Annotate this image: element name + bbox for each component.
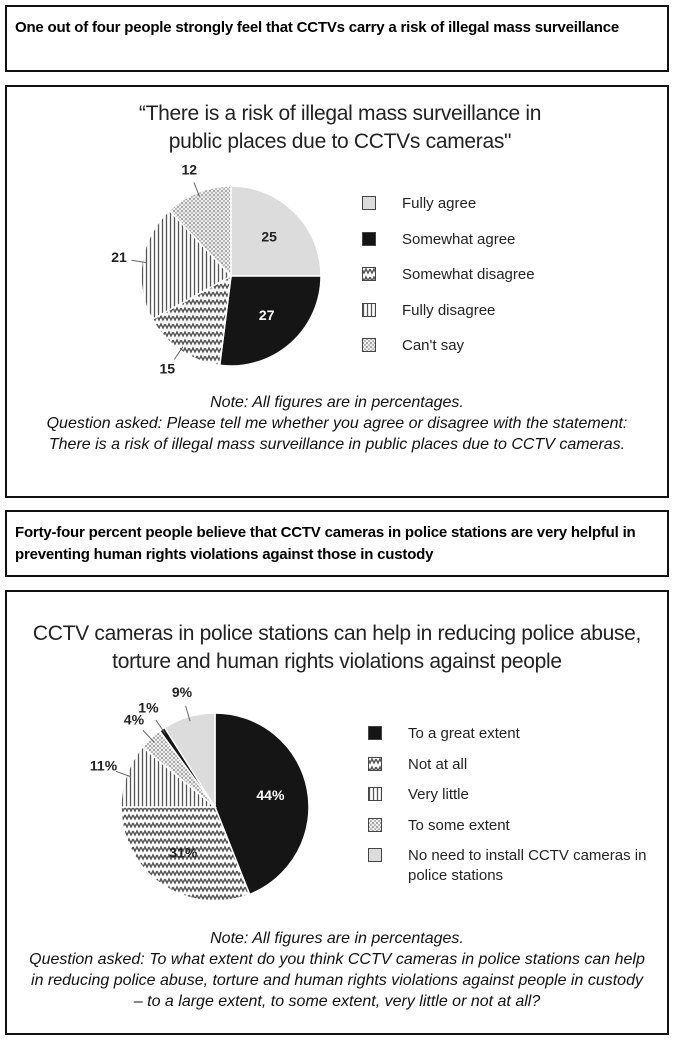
heading-box: One out of four people strongly feel tha… — [5, 5, 669, 72]
swatch — [368, 787, 382, 801]
chart-box — [5, 590, 669, 1035]
legend-label: To some extent — [408, 816, 510, 834]
legend-label: Somewhat agree — [402, 230, 516, 248]
legend-entry: Very little — [368, 785, 658, 805]
question: Question asked: Please tell me whether y… — [46, 415, 628, 453]
pie-chart: 44% 31% 11% 4%1% 9% — [90, 684, 310, 902]
swatch — [368, 756, 382, 771]
legend-swatch — [362, 196, 376, 210]
leader-line — [193, 182, 200, 197]
note: Note: All figures are in percentages. — [210, 930, 464, 947]
legend-swatch — [368, 726, 382, 740]
slice-label: 9% — [172, 684, 193, 700]
legend-swatch — [368, 848, 382, 862]
note-block: Note: All figures are in percentages. Que… — [25, 928, 649, 1012]
leader-line — [131, 259, 147, 264]
leader-line — [142, 729, 155, 743]
legend-label: To a great extent — [408, 725, 520, 742]
legend-swatch — [362, 302, 376, 317]
legend-entry: Fully agree — [362, 194, 652, 214]
legend-entry: Fully disagree — [362, 301, 652, 321]
heading-box: Forty-four percent people believe that C… — [5, 510, 669, 577]
slice-label: 21 — [111, 249, 127, 265]
swatch — [362, 302, 376, 317]
legend-entry: Can't say — [362, 336, 652, 356]
legend-entry: No need to install CCTV cameras in polic… — [368, 846, 658, 886]
swatch — [362, 267, 376, 281]
legend-entry: Somewhat agree — [362, 230, 652, 250]
slice-label: 12 — [181, 161, 197, 177]
slice-label: 15 — [159, 360, 175, 376]
pie-slice — [218, 275, 322, 367]
note: Note: All figures are in percentages. — [210, 394, 464, 411]
pie-chart: 25 27 15 21 12 — [111, 161, 322, 376]
slice-label: 25 — [261, 229, 277, 245]
chart-box — [5, 85, 669, 498]
swatch — [368, 726, 382, 740]
legend-swatch — [368, 817, 382, 832]
slice-label: 27 — [259, 307, 275, 323]
slice-label: 44% — [256, 787, 285, 803]
leader-line — [155, 719, 166, 734]
chart-title: CCTV cameras in police stations can help… — [32, 622, 642, 673]
question: Question asked: To what extent do you th… — [29, 951, 645, 1010]
slice-label: 1% — [138, 700, 159, 716]
legend-label: No need to install CCTV cameras in polic… — [408, 847, 647, 884]
legend-swatch — [362, 267, 376, 281]
note-block: Note: All figures are in percentages. Que… — [30, 392, 644, 455]
legend-label: Fully disagree — [402, 301, 496, 319]
heading: Forty-four percent people believe that C… — [15, 524, 636, 563]
legend-label: Can't say — [402, 337, 465, 354]
slice-label: 4% — [124, 711, 145, 727]
legend-label: Not at all — [408, 755, 468, 773]
chart-title: “There is a risk of illegal mass surveil… — [138, 102, 542, 153]
slice-label: 11% — [90, 758, 118, 774]
legend-label: Somewhat disagree — [402, 266, 535, 283]
leader-line — [115, 770, 132, 778]
leader-line — [185, 705, 191, 722]
slice-label: 31% — [169, 844, 198, 860]
legend-swatch — [368, 787, 382, 801]
swatch — [368, 848, 382, 862]
legend-label: Fully agree — [402, 195, 477, 212]
pie-slice — [230, 185, 322, 277]
legend-swatch — [362, 338, 376, 352]
legend-entry: To some extent — [368, 816, 658, 836]
legend-entry: Somewhat disagree — [362, 265, 652, 285]
swatch — [362, 338, 376, 352]
heading: One out of four people strongly feel tha… — [15, 19, 620, 36]
pie-slice — [120, 806, 251, 902]
legend-swatch — [362, 231, 376, 246]
swatch — [362, 196, 376, 210]
swatch — [362, 231, 376, 246]
leader-line — [173, 346, 184, 360]
legend-entry: Not at all — [368, 755, 658, 775]
swatch — [368, 817, 382, 832]
legend-entry: To a great extent — [368, 724, 658, 744]
legend-swatch — [368, 756, 382, 771]
pie-slice — [214, 712, 310, 896]
legend-label: Very little — [408, 786, 469, 803]
